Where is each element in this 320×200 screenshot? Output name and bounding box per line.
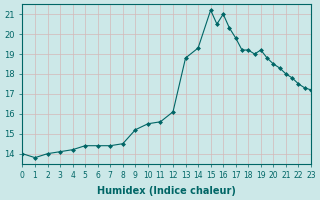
X-axis label: Humidex (Indice chaleur): Humidex (Indice chaleur) [97,186,236,196]
